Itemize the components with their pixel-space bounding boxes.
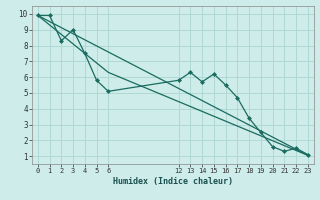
X-axis label: Humidex (Indice chaleur): Humidex (Indice chaleur)	[113, 177, 233, 186]
